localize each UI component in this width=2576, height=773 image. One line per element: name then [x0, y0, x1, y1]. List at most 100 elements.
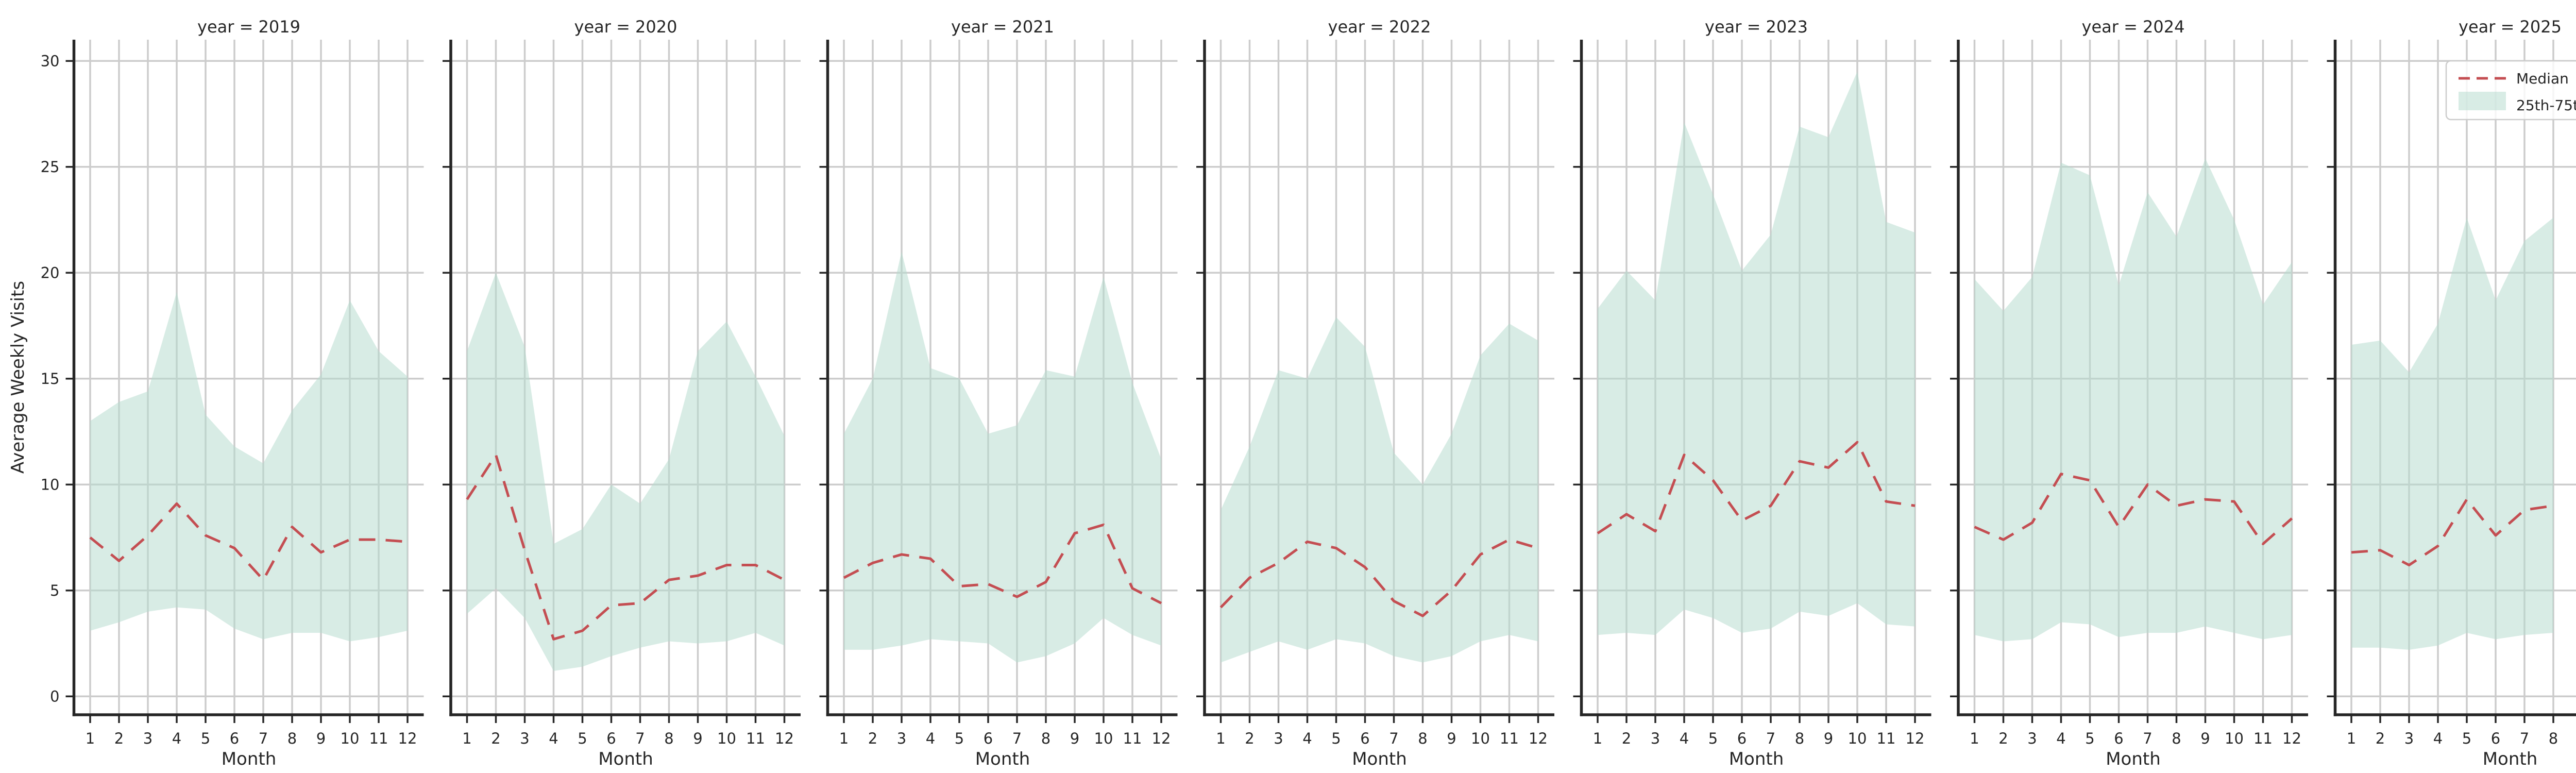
x-tick-label: 9: [693, 730, 702, 747]
x-tick-label: 9: [1447, 730, 1456, 747]
x-tick-label: 12: [775, 730, 794, 747]
x-tick-label: 3: [520, 730, 529, 747]
x-tick-label: 8: [1041, 730, 1050, 747]
x-tick-label: 8: [287, 730, 297, 747]
x-axis-label: Month: [975, 749, 1030, 769]
x-tick-label: 4: [1302, 730, 1312, 747]
x-tick-label: 11: [1500, 730, 1519, 747]
legend-band-swatch: [2459, 92, 2506, 110]
x-tick-label: 12: [398, 730, 417, 747]
x-tick-label: 9: [316, 730, 326, 747]
x-tick-label: 10: [2225, 730, 2244, 747]
x-tick-label: 7: [1389, 730, 1398, 747]
percentile-band: [1598, 71, 1915, 635]
x-tick-label: 7: [259, 730, 268, 747]
x-tick-label: 3: [897, 730, 906, 747]
x-tick-label: 2: [114, 730, 124, 747]
x-tick-label: 3: [1274, 730, 1283, 747]
percentile-band: [467, 273, 785, 671]
x-tick-label: 1: [462, 730, 471, 747]
x-tick-label: 3: [1651, 730, 1660, 747]
percentile-band: [1974, 158, 2292, 642]
facet-title: year = 2020: [574, 17, 677, 37]
x-axis-label: Month: [222, 749, 277, 769]
x-tick-label: 7: [635, 730, 645, 747]
x-tick-label: 10: [1471, 730, 1490, 747]
x-tick-label: 7: [2143, 730, 2152, 747]
x-axis-label: Month: [2106, 749, 2161, 769]
legend-percentile-label: 25th-75th Percentile: [2516, 97, 2576, 114]
x-tick-label: 12: [2282, 730, 2301, 747]
y-tick-label: 20: [41, 264, 60, 281]
x-tick-label: 7: [1766, 730, 1775, 747]
x-tick-label: 4: [2056, 730, 2065, 747]
x-tick-label: 1: [1970, 730, 1979, 747]
facet-title: year = 2023: [1705, 17, 1808, 37]
x-tick-label: 11: [746, 730, 765, 747]
x-tick-label: 10: [1094, 730, 1113, 747]
facet-title: year = 2024: [2082, 17, 2185, 37]
median-line: [2351, 498, 2554, 566]
x-tick-label: 3: [2404, 730, 2414, 747]
median-line: [1219, 538, 1539, 617]
x-tick-label: 2: [868, 730, 877, 747]
x-axis-label: Month: [1729, 749, 1784, 769]
x-tick-label: 2: [491, 730, 500, 747]
x-tick-label: 4: [2433, 730, 2443, 747]
y-tick-label: 0: [50, 687, 59, 705]
x-tick-label: 5: [2462, 730, 2471, 747]
x-tick-label: 6: [606, 730, 616, 747]
x-tick-label: 1: [86, 730, 95, 747]
x-tick-label: 3: [143, 730, 152, 747]
x-tick-label: 9: [1824, 730, 1833, 747]
y-tick-label: 15: [41, 370, 60, 388]
percentile-band: [90, 292, 408, 642]
median-line: [1597, 441, 1916, 534]
x-tick-label: 6: [2114, 730, 2123, 747]
x-tick-label: 3: [2027, 730, 2037, 747]
x-tick-label: 1: [1216, 730, 1225, 747]
x-tick-label: 5: [1708, 730, 1718, 747]
percentile-band: [2351, 217, 2553, 650]
x-tick-label: 11: [369, 730, 388, 747]
percentile-band: [844, 251, 1161, 663]
x-tick-label: 12: [1906, 730, 1925, 747]
facet-title: year = 2022: [1328, 17, 1431, 37]
median-line: [843, 523, 1162, 604]
x-tick-label: 8: [2549, 730, 2558, 747]
x-tick-label: 5: [201, 730, 210, 747]
x-tick-label: 8: [1795, 730, 1804, 747]
x-tick-label: 7: [1012, 730, 1022, 747]
median-line: [466, 453, 785, 641]
x-tick-label: 6: [230, 730, 239, 747]
x-tick-label: 11: [1123, 730, 1142, 747]
x-tick-label: 1: [2347, 730, 2356, 747]
x-tick-label: 5: [1331, 730, 1341, 747]
facet-title: year = 2025: [2459, 17, 2562, 37]
y-axis-label: Average Weekly Visits: [8, 281, 28, 474]
x-tick-label: 8: [2172, 730, 2181, 747]
x-tick-label: 6: [2491, 730, 2500, 747]
y-tick-label: 10: [41, 476, 60, 493]
median-line: [1974, 473, 2293, 545]
x-tick-label: 8: [664, 730, 673, 747]
x-tick-label: 4: [172, 730, 181, 747]
x-axis-label: Month: [2483, 749, 2538, 769]
x-tick-label: 10: [341, 730, 360, 747]
x-tick-label: 11: [2253, 730, 2273, 747]
legend-median-label: Median: [2516, 70, 2569, 87]
x-tick-label: 6: [984, 730, 993, 747]
x-tick-label: 1: [839, 730, 849, 747]
x-tick-label: 8: [1418, 730, 1427, 747]
x-tick-label: 10: [1848, 730, 1867, 747]
x-tick-label: 7: [2520, 730, 2529, 747]
